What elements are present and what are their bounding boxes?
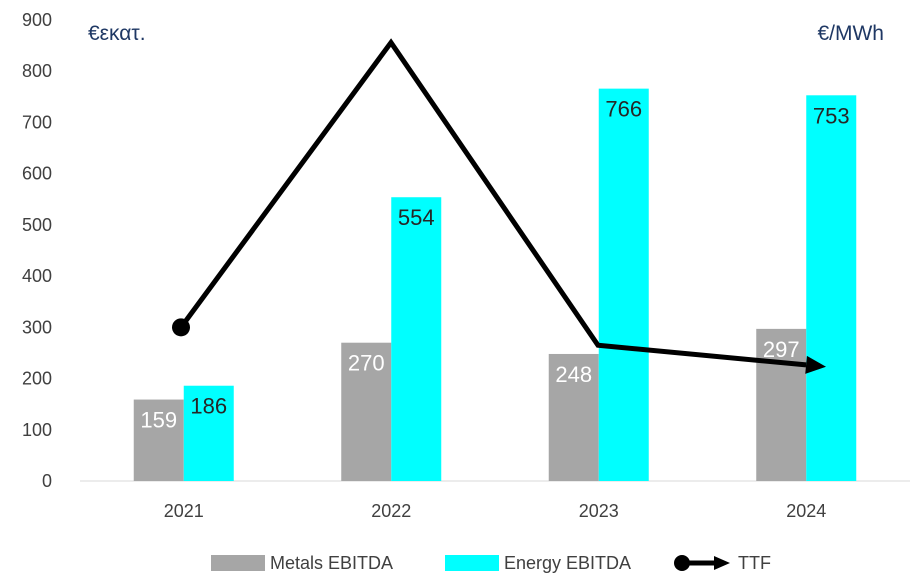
y-tick-label-900: 900 [22,10,52,30]
data-label-metals-2022: 270 [348,351,385,376]
ttf-line-layer [172,38,826,374]
data-labels-layer: 159 270 248 297 186 554 766 753 [140,97,849,433]
y-tick-label-200: 200 [22,369,52,389]
legend-label-energy: Energy EBITDA [504,553,631,573]
legend-swatch-energy [445,555,499,571]
x-tick-label-2023: 2023 [579,501,619,521]
ttf-point-2024-arrowhead [805,355,826,374]
legend-label-ttf: TTF [738,553,771,573]
legend: Metals EBITDA Energy EBITDA TTF [211,553,771,573]
bar-metals-2021 [133,399,184,481]
bar-energy-2022 [391,197,442,481]
data-label-energy-2023: 766 [605,97,642,122]
data-label-energy-2022: 554 [398,205,435,230]
bar-energy-2021 [183,385,234,481]
y-tick-label-600: 600 [22,164,52,184]
x-tick-label-2022: 2022 [371,501,411,521]
y-tick-label-800: 800 [22,61,52,81]
x-tick-label-2024: 2024 [786,501,826,521]
data-label-metals-2023: 248 [555,362,592,387]
y-tick-label-700: 700 [22,112,52,132]
y-tick-label-400: 400 [22,266,52,286]
y-tick-label-300: 300 [22,317,52,337]
ttf-line [178,38,807,368]
data-label-energy-2021: 186 [190,394,227,419]
data-label-metals-2024: 297 [763,337,800,362]
legend-swatch-ttf-arrow [714,556,730,570]
bar-metals-2024 [756,328,807,481]
left-unit-label: €εκατ. [88,22,146,45]
axis-layer: 0 100 200 300 400 500 600 700 800 900 2021 2022 2023… [22,10,910,521]
data-label-energy-2024: 753 [813,103,850,128]
right-unit-label: €/MWh [817,22,884,45]
data-label-metals-2021: 159 [140,408,177,433]
bars-layer [133,88,857,482]
y-tick-label-100: 100 [22,420,52,440]
y-tick-label-500: 500 [22,215,52,235]
y-tick-label-0: 0 [42,471,52,491]
bar-metals-2023 [548,353,599,481]
legend-label-metals: Metals EBITDA [270,553,393,573]
bar-metals-2022 [341,342,392,481]
bar-energy-2024 [806,95,857,482]
bar-energy-2023 [598,88,649,481]
ttf-point-2021 [172,318,190,337]
legend-swatch-metals [211,555,265,571]
x-tick-label-2021: 2021 [164,501,204,521]
